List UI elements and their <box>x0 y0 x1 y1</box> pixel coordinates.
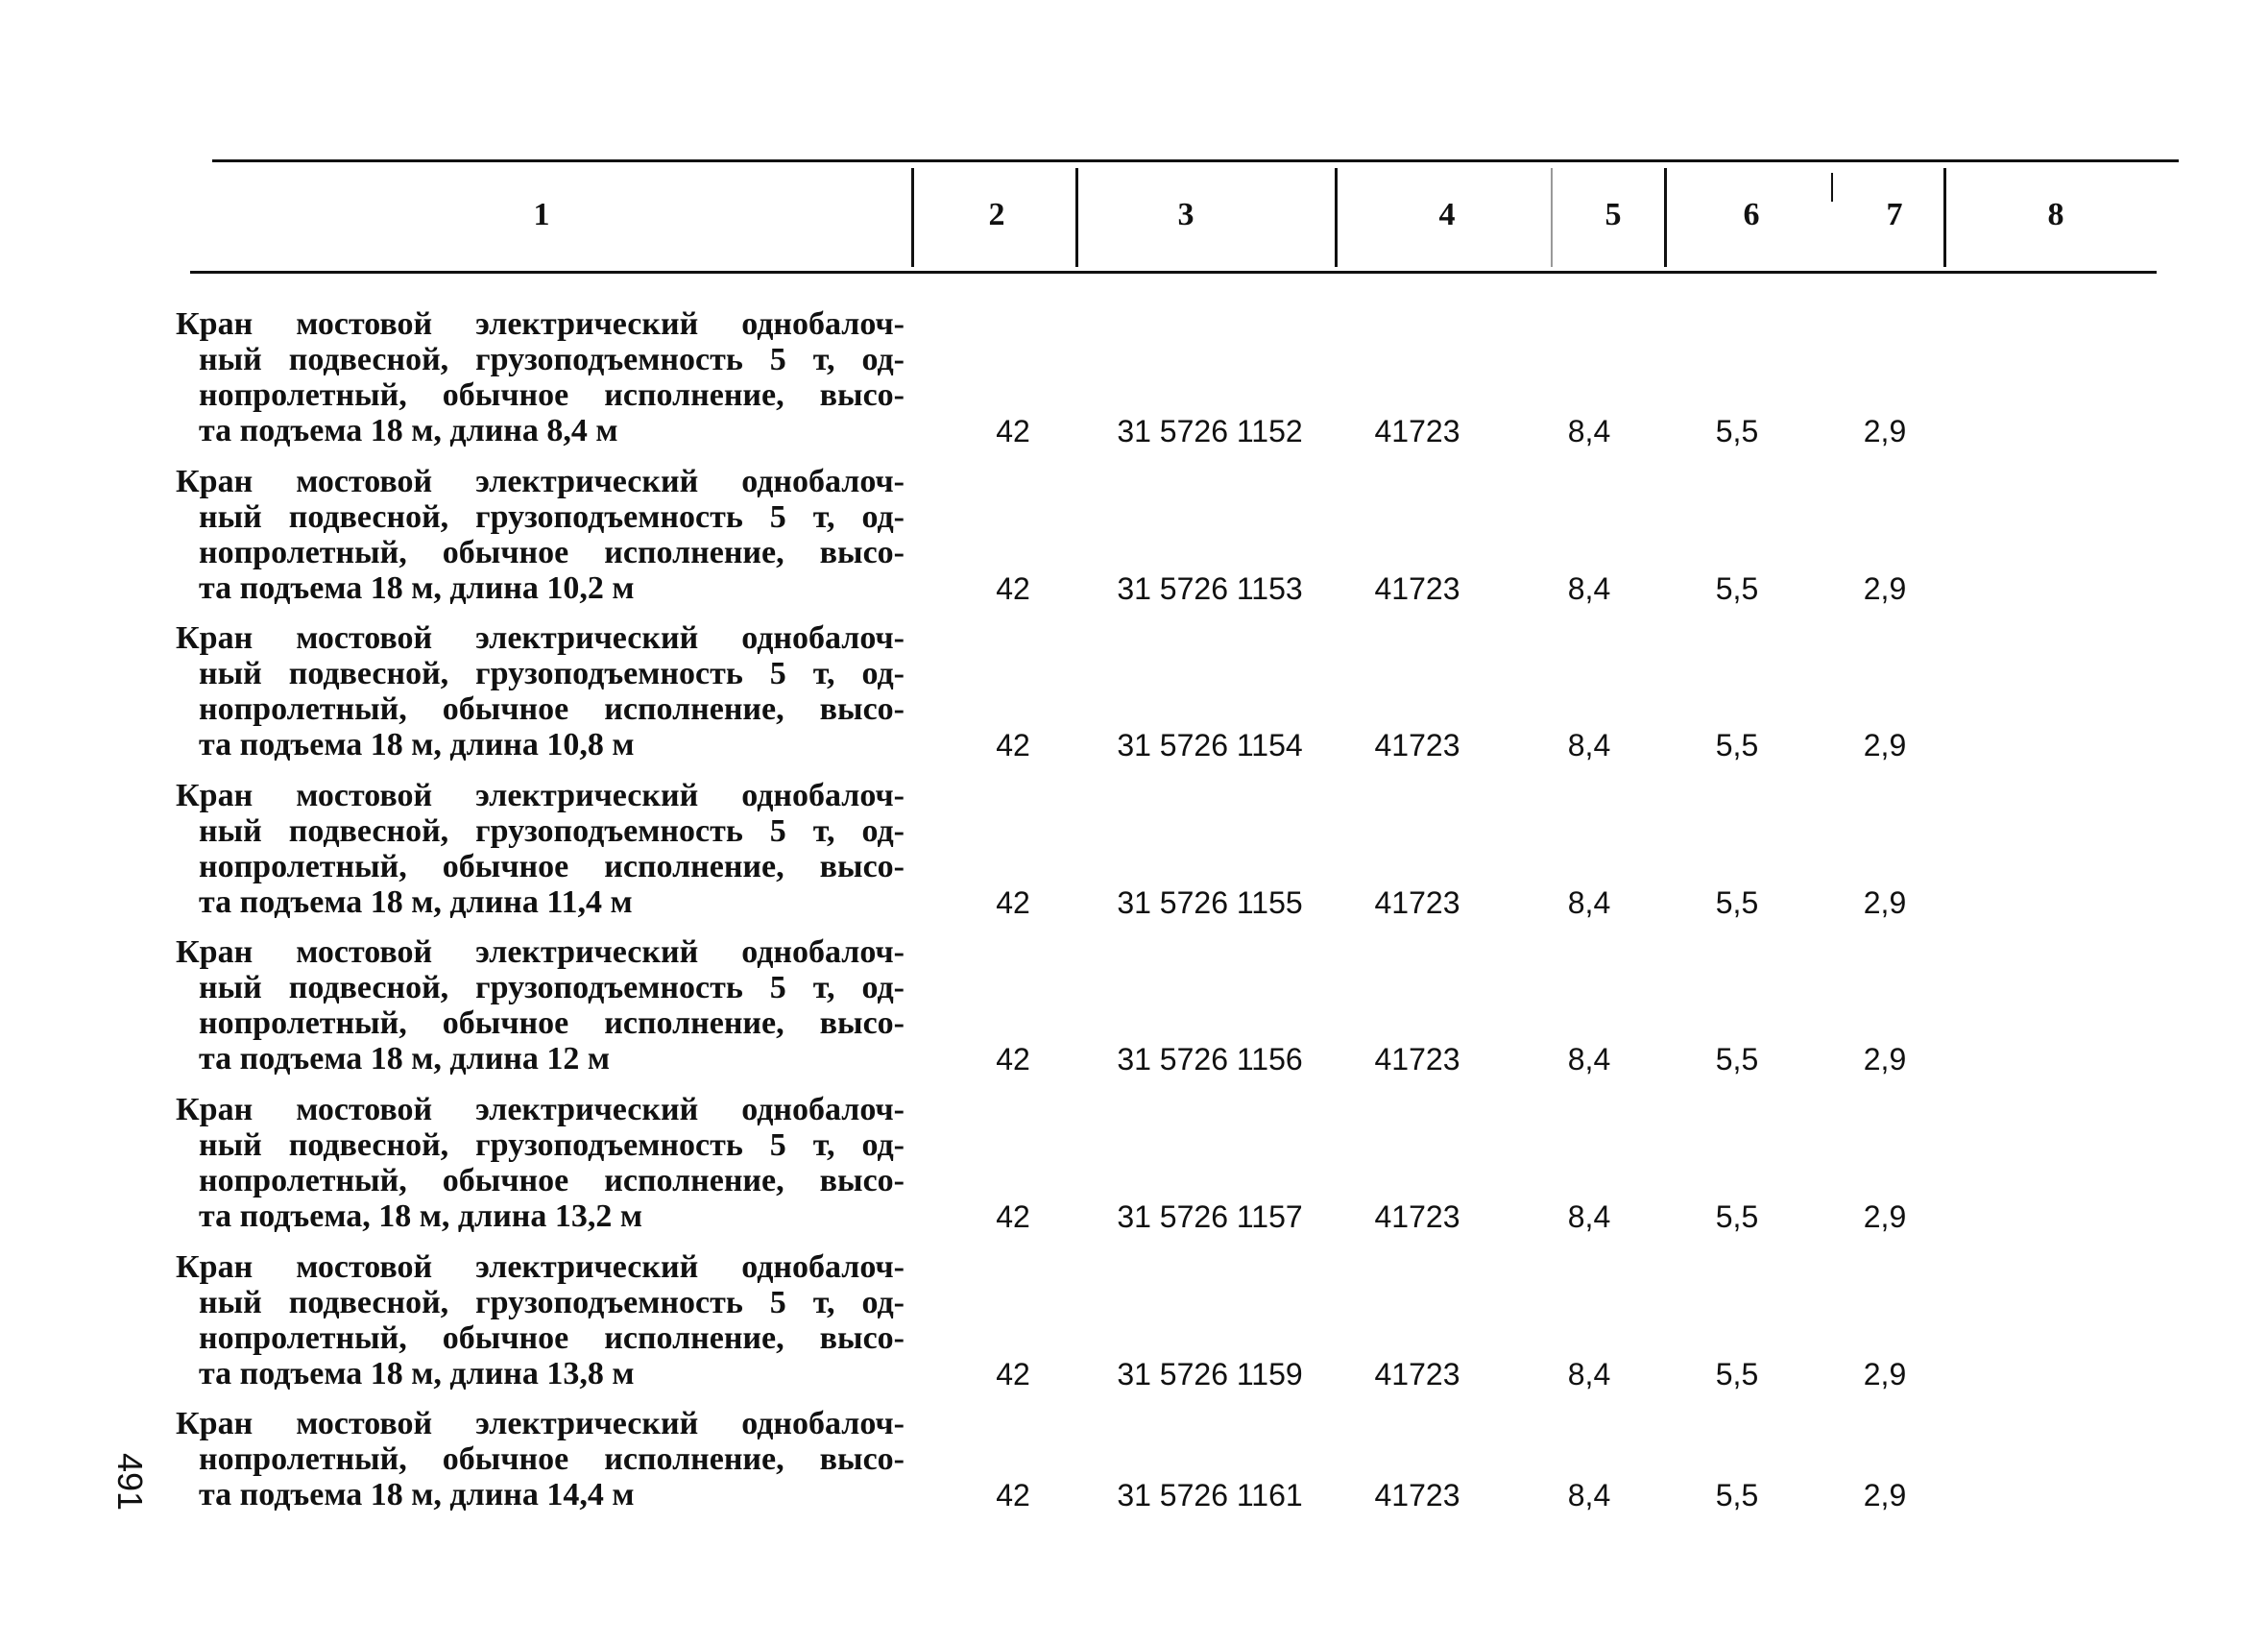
column-divider <box>1943 168 1946 267</box>
header-cell: 3 <box>1177 197 1194 232</box>
table-cell: 41723 <box>1374 1356 1460 1391</box>
description-line: та подъема 18 м, длина 13,8 м <box>199 1355 635 1391</box>
table-cell: 31 5726 1159 <box>1117 1356 1303 1391</box>
table-cell: 2,9 <box>1863 1042 1907 1077</box>
table-cell: 42 <box>996 1042 1030 1077</box>
description-line: Кран мостовой электрический однобалоч- <box>176 777 905 813</box>
table-cell: 42 <box>996 1356 1030 1391</box>
table-cell: 31 5726 1155 <box>1117 884 1303 920</box>
table-cell: 2,9 <box>1863 1356 1907 1391</box>
table-cell: 5,5 <box>1715 570 1759 606</box>
table-cell: 41723 <box>1374 728 1460 763</box>
table-cell: 42 <box>996 1478 1030 1513</box>
description-line: нопролетный, обычное исполнение, высо- <box>199 534 905 570</box>
description-line: та подъема 18 м, длина 12 м <box>199 1041 611 1077</box>
table-cell: 41723 <box>1374 414 1460 448</box>
description-line: Кран мостовой электрический однобалоч- <box>176 1248 905 1285</box>
table-cell: 2,9 <box>1863 1478 1907 1513</box>
table-cell: 8,4 <box>1567 884 1611 920</box>
table-cell: 31 5726 1153 <box>1117 570 1303 606</box>
page-number: 491 <box>110 1452 151 1512</box>
table-cell: 2,9 <box>1863 1199 1907 1234</box>
table-cell: 31 5726 1157 <box>1117 1199 1303 1234</box>
description-line: Кран мостовой электрический однобалоч- <box>176 1406 905 1442</box>
table-cell: 31 5726 1161 <box>1117 1478 1303 1513</box>
description-line: нопролетный, обычное исполнение, высо- <box>199 1163 905 1198</box>
description-line: нопролетный, обычное исполнение, высо- <box>199 377 905 413</box>
header-bottom-rule <box>190 271 2157 274</box>
column-divider <box>1075 168 1078 267</box>
table-cell: 5,5 <box>1715 1478 1759 1513</box>
column-divider <box>1335 168 1338 267</box>
description-line: ный подвесной, грузоподъемность 5 т, од- <box>199 656 905 692</box>
description-line: ный подвесной, грузоподъемность 5 т, од- <box>199 342 905 377</box>
table-cell: 5,5 <box>1715 1042 1759 1077</box>
column-divider <box>1831 173 1833 202</box>
description-line: ный подвесной, грузоподъемность 5 т, од- <box>199 1127 905 1163</box>
table-cell: 8,4 <box>1567 728 1611 763</box>
table-cell: 5,5 <box>1715 414 1759 448</box>
table-cell: 5,5 <box>1715 884 1759 920</box>
table-cell: 42 <box>996 728 1030 763</box>
table-cell: 42 <box>996 1199 1030 1234</box>
description-line: та подъема, 18 м, длина 13,2 м <box>199 1198 643 1234</box>
table-cell: 41723 <box>1374 1042 1460 1077</box>
table-cell: 8,4 <box>1567 1199 1611 1234</box>
table-cell: 31 5726 1152 <box>1117 414 1303 448</box>
description-line: Кран мостовой электрический однобалоч- <box>176 1092 905 1127</box>
description-line: Кран мостовой электрический однобалоч- <box>176 934 905 971</box>
table-cell: 5,5 <box>1715 728 1759 763</box>
header-cell: 8 <box>2047 197 2064 232</box>
table-cell: 42 <box>996 884 1030 920</box>
description-line: та подъема 18 м, длина 11,4 м <box>199 883 633 920</box>
column-divider <box>1664 168 1667 267</box>
table-cell: 41723 <box>1374 1478 1460 1513</box>
table-cell: 2,9 <box>1863 884 1907 920</box>
description-line: нопролетный, обычное исполнение, высо- <box>199 1441 905 1478</box>
table-cell: 5,5 <box>1715 1356 1759 1391</box>
description-line: нопролетный, обычное исполнение, высо- <box>199 1005 905 1042</box>
description-line: та подъема 18 м, длина 10,8 м <box>199 727 635 763</box>
header-cell: 7 <box>1886 197 1903 232</box>
header-cell: 5 <box>1604 197 1622 232</box>
description-line: ный подвесной, грузоподъемность 5 т, од- <box>199 1284 905 1320</box>
table-cell: 31 5726 1154 <box>1117 728 1303 763</box>
table-cell: 41723 <box>1374 1199 1460 1234</box>
table-cell: 8,4 <box>1567 1042 1611 1077</box>
header-cell: 1 <box>533 197 550 232</box>
table-cell: 8,4 <box>1567 414 1611 448</box>
table-cell: 8,4 <box>1567 1356 1611 1391</box>
header-cell: 6 <box>1743 197 1760 232</box>
description-line: ный подвесной, грузоподъемность 5 т, од- <box>199 970 905 1006</box>
description-line: нопролетный, обычное исполнение, высо- <box>199 848 905 884</box>
table-cell: 41723 <box>1374 884 1460 920</box>
column-divider <box>1551 168 1553 267</box>
column-divider <box>911 168 914 267</box>
table-cell: 41723 <box>1374 570 1460 606</box>
table-cell: 8,4 <box>1567 1478 1611 1513</box>
header-top-rule <box>212 159 2179 162</box>
description-line: ный подвесной, грузоподъемность 5 т, од- <box>199 812 905 849</box>
description-line: Кран мостовой электрический однобалоч- <box>176 463 905 499</box>
table-cell: 42 <box>996 414 1030 448</box>
table-cell: 2,9 <box>1863 414 1907 448</box>
description-line: та подъема 18 м, длина 8,4 м <box>199 413 618 448</box>
description-line: нопролетный, обычное исполнение, высо- <box>199 691 905 728</box>
description-line: нопролетный, обычное исполнение, высо- <box>199 1319 905 1356</box>
table-cell: 31 5726 1156 <box>1117 1042 1303 1077</box>
header-cell: 4 <box>1438 197 1456 232</box>
table-cell: 5,5 <box>1715 1199 1759 1234</box>
table-cell: 42 <box>996 570 1030 606</box>
table-cell: 8,4 <box>1567 570 1611 606</box>
header-cell: 2 <box>988 197 1005 232</box>
table-cell: 2,9 <box>1863 728 1907 763</box>
table-cell: 2,9 <box>1863 570 1907 606</box>
description-line: Кран мостовой электрический однобалоч- <box>176 306 905 342</box>
description-line: та подъема 18 м, длина 10,2 м <box>199 569 635 606</box>
description-line: та подъема 18 м, длина 14,4 м <box>199 1477 635 1513</box>
description-line: Кран мостовой электрический однобалоч- <box>176 620 905 657</box>
description-line: ный подвесной, грузоподъемность 5 т, од- <box>199 498 905 535</box>
